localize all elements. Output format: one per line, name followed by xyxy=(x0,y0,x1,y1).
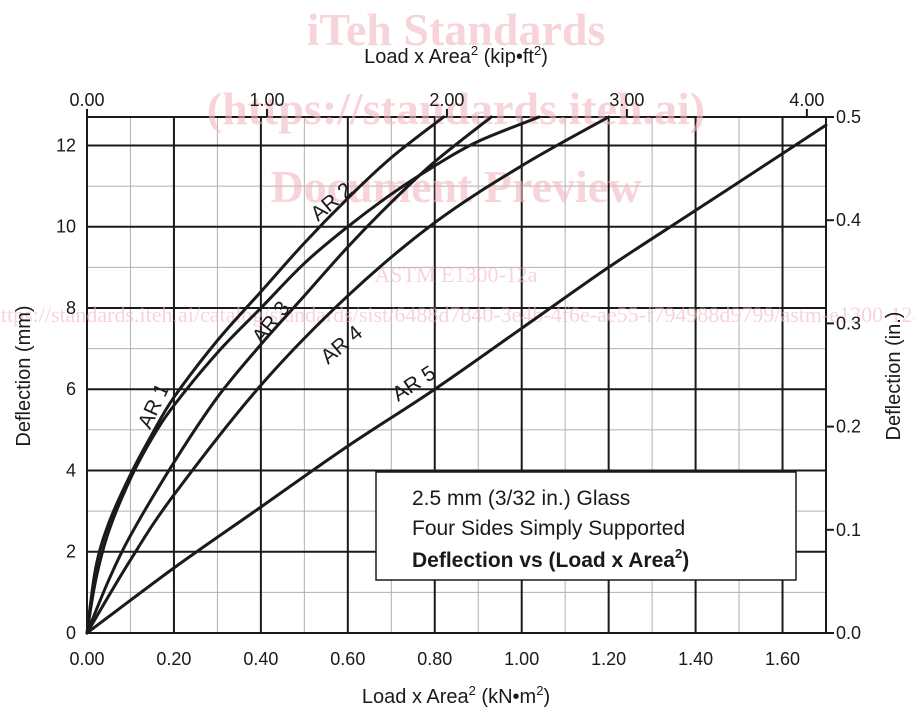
x-top-tick-label: 1.00 xyxy=(249,90,284,110)
series-line-ar4 xyxy=(85,115,611,635)
x-top-tick-label: 0.00 xyxy=(69,90,104,110)
series-label-ar5: AR 5 xyxy=(388,361,440,406)
series-line-ar5 xyxy=(85,123,828,635)
series-curves xyxy=(85,115,828,635)
x-bottom-tick-labels: 0.00 0.20 0.40 0.60 0.80 1.00 1.20 1.40 1.60 xyxy=(69,649,800,669)
x-top-axis-title: Load x Area2 (kip•ft2) xyxy=(364,43,548,68)
series-line-ar3 xyxy=(85,115,493,635)
y-right-tick-labels: 0.0 0.1 0.2 0.3 0.4 0.5 xyxy=(826,107,861,643)
series-line-ar1 xyxy=(85,115,445,635)
annotation-box: 2.5 mm (3/32 in.) Glass Four Sides Simpl… xyxy=(375,471,797,581)
x-bottom-tick-label: 1.20 xyxy=(591,649,626,669)
x-bottom-tick-label: 0.80 xyxy=(417,649,452,669)
annotation-line-2: Four Sides Simply Supported xyxy=(412,517,685,540)
x-top-tick-label: 3.00 xyxy=(609,90,644,110)
y-left-tick-label: 4 xyxy=(66,460,76,480)
y-right-tick-label: 0.3 xyxy=(836,313,861,333)
y-right-tick-label: 0.4 xyxy=(836,210,861,230)
y-left-tick-label: 0 xyxy=(66,623,76,643)
y-right-tick-label: 0.0 xyxy=(836,623,861,643)
annotation-line-3: Deflection vs (Load x Area2) xyxy=(412,546,689,572)
y-right-tick-label: 0.2 xyxy=(836,417,861,437)
x-bottom-tick-label: 1.40 xyxy=(678,649,713,669)
x-top-tick-labels: 0.00 1.00 2.00 3.00 4.00 xyxy=(69,90,824,117)
watermark: iTeh Standards (https://standards.iteh.a… xyxy=(0,4,914,327)
x-bottom-tick-label: 0.40 xyxy=(243,649,278,669)
y-left-tick-label: 10 xyxy=(56,217,76,237)
plot-frame xyxy=(86,116,827,634)
x-bottom-tick-label: 0.00 xyxy=(69,649,104,669)
y-left-tick-label: 2 xyxy=(66,542,76,562)
watermark-line-5: https://standards.iteh.ai/catalog/standa… xyxy=(0,302,914,327)
y-right-axis-title: Deflection (in.) xyxy=(883,312,905,441)
x-bottom-axis-title: Load x Area2 (kN•m2) xyxy=(362,683,550,708)
series-label-ar4: AR 4 xyxy=(316,321,367,369)
y-left-tick-labels: 0 2 4 6 8 10 12 xyxy=(56,135,76,643)
watermark-line-4: ASTM E1300-12a xyxy=(374,262,537,287)
x-top-tick-label: 4.00 xyxy=(789,90,824,110)
x-bottom-tick-label: 0.60 xyxy=(330,649,365,669)
y-left-axis-title: Deflection (mm) xyxy=(13,305,35,446)
annotation-frame xyxy=(375,471,797,581)
series-line-ar2 xyxy=(85,115,541,635)
watermark-line-1: iTeh Standards xyxy=(307,4,606,55)
y-right-tick-label: 0.5 xyxy=(836,107,861,127)
y-left-tick-label: 12 xyxy=(56,135,76,155)
annotation-line-1: 2.5 mm (3/32 in.) Glass xyxy=(412,487,630,510)
y-left-tick-label: 6 xyxy=(66,379,76,399)
watermark-line-3: Document Preview xyxy=(271,161,642,212)
x-bottom-tick-label: 1.00 xyxy=(504,649,539,669)
watermark-line-2: (https://standards.iteh.ai) xyxy=(207,83,705,134)
y-right-tick-label: 0.1 xyxy=(836,520,861,540)
x-top-tick-label: 2.00 xyxy=(429,90,464,110)
x-bottom-tick-label: 1.60 xyxy=(765,649,800,669)
x-bottom-tick-label: 0.20 xyxy=(156,649,191,669)
y-left-tick-label: 8 xyxy=(66,298,76,318)
